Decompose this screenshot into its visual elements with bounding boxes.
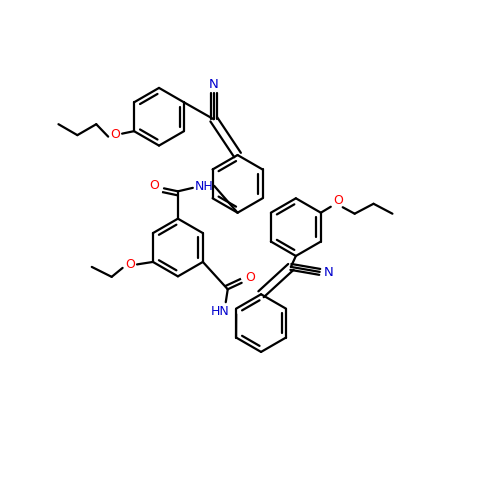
Text: O: O bbox=[110, 128, 120, 140]
Text: N: N bbox=[209, 78, 218, 91]
Text: O: O bbox=[126, 258, 136, 272]
Text: HN: HN bbox=[211, 305, 230, 318]
Text: O: O bbox=[246, 272, 256, 284]
Text: N: N bbox=[324, 266, 334, 280]
Text: O: O bbox=[334, 194, 343, 207]
Text: O: O bbox=[149, 180, 159, 192]
Text: NH: NH bbox=[195, 180, 214, 193]
